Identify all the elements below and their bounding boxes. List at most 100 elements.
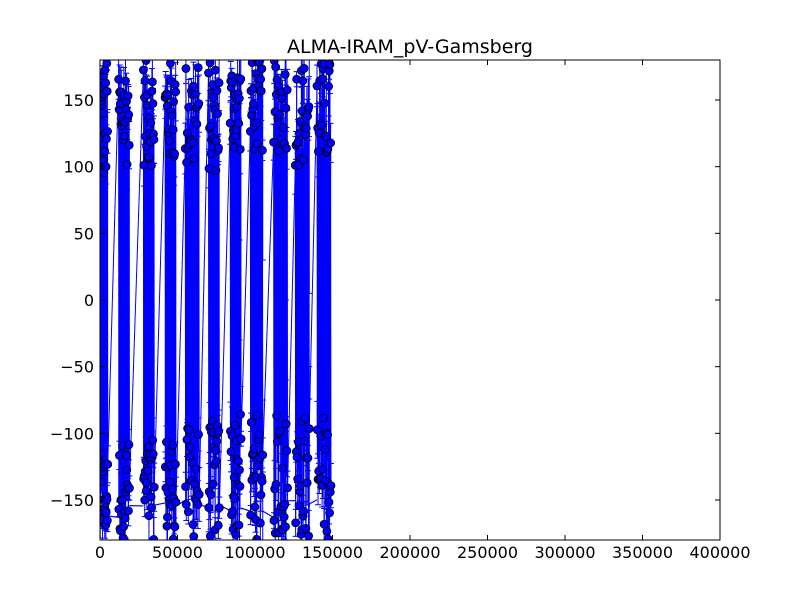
data-point xyxy=(323,430,332,440)
data-point xyxy=(168,440,178,450)
data-point xyxy=(280,499,290,509)
data-point xyxy=(149,535,159,540)
data-point xyxy=(102,495,112,504)
data-point xyxy=(163,90,173,99)
data-point xyxy=(317,120,327,130)
data-point xyxy=(255,518,265,528)
x-tick-label: 50000 xyxy=(152,543,203,562)
data-point xyxy=(229,472,239,482)
data-point xyxy=(146,118,156,128)
data-point xyxy=(236,434,246,444)
data-point xyxy=(142,478,152,488)
data-point xyxy=(281,419,291,429)
data-point xyxy=(120,131,129,141)
data-point xyxy=(206,149,216,159)
data-point xyxy=(304,102,314,112)
data-point xyxy=(208,479,218,489)
data-point xyxy=(231,530,241,540)
data-point xyxy=(204,503,214,512)
data-point xyxy=(121,76,130,86)
data-point xyxy=(235,482,245,491)
data-point xyxy=(295,117,305,126)
data-point xyxy=(122,160,132,169)
data-layer xyxy=(100,60,336,540)
data-point xyxy=(250,502,260,512)
data-point xyxy=(194,490,204,499)
data-point xyxy=(322,526,332,536)
data-point xyxy=(301,524,311,533)
data-point xyxy=(326,138,336,148)
data-point xyxy=(119,522,129,532)
data-point xyxy=(234,119,244,128)
trace-segment xyxy=(128,69,144,489)
data-point xyxy=(303,453,313,463)
data-point xyxy=(214,143,223,153)
data-point xyxy=(124,110,134,120)
data-point xyxy=(246,417,256,427)
data-point xyxy=(271,480,281,489)
data-point xyxy=(100,108,108,118)
data-point xyxy=(275,110,285,120)
trace-segment xyxy=(240,131,251,439)
data-point xyxy=(162,521,172,531)
data-point xyxy=(213,520,223,530)
data-point xyxy=(282,143,291,153)
data-point xyxy=(271,62,281,72)
data-point xyxy=(324,81,333,91)
data-point xyxy=(214,78,224,88)
data-point xyxy=(167,484,177,494)
y-axis: −150 −100 −50 0 50 100 150 xyxy=(50,91,720,510)
data-point xyxy=(120,513,130,523)
data-point xyxy=(251,118,261,128)
data-point xyxy=(188,138,198,147)
data-point xyxy=(269,137,279,147)
data-point xyxy=(230,494,240,504)
data-point xyxy=(210,65,220,75)
data-point xyxy=(304,531,313,540)
data-point xyxy=(279,512,289,522)
data-point xyxy=(139,160,149,170)
data-point xyxy=(148,435,158,445)
data-point xyxy=(184,102,194,112)
x-tick-label: 100000 xyxy=(224,543,285,562)
data-point xyxy=(206,121,216,131)
data-point xyxy=(272,411,282,421)
trace-segment xyxy=(153,97,166,488)
trace-segment xyxy=(308,499,318,505)
data-point xyxy=(278,123,288,132)
y-tick-label: −100 xyxy=(50,424,94,443)
x-tick-label: 350000 xyxy=(612,543,673,562)
data-point xyxy=(147,86,157,96)
trace-segment xyxy=(218,123,231,508)
data-point xyxy=(281,103,291,113)
data-point xyxy=(326,481,336,490)
data-point xyxy=(100,449,105,459)
data-point xyxy=(258,450,268,460)
data-point xyxy=(256,86,266,96)
data-point xyxy=(193,500,203,509)
data-point xyxy=(103,127,112,136)
data-point xyxy=(234,520,244,530)
data-point xyxy=(282,85,292,95)
data-point xyxy=(146,492,156,502)
data-point xyxy=(147,503,157,513)
data-point xyxy=(299,506,309,516)
data-point xyxy=(148,99,158,108)
data-point xyxy=(292,452,302,462)
data-point xyxy=(189,81,198,91)
data-point xyxy=(183,507,193,517)
data-point xyxy=(169,97,178,107)
data-point xyxy=(256,490,266,500)
y-tick-label: 0 xyxy=(84,291,94,310)
data-point xyxy=(252,139,262,149)
data-point xyxy=(181,482,190,492)
data-point xyxy=(124,440,134,449)
data-point xyxy=(170,80,180,89)
data-point xyxy=(102,516,112,525)
data-point xyxy=(277,463,287,473)
data-point xyxy=(319,413,328,423)
data-point xyxy=(191,464,201,474)
data-point xyxy=(252,411,262,421)
x-tick-label: 150000 xyxy=(302,543,363,562)
data-point xyxy=(211,456,221,466)
